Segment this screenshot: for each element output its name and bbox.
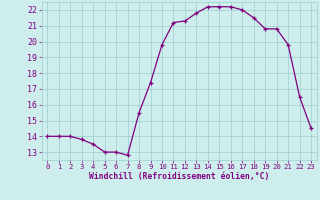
X-axis label: Windchill (Refroidissement éolien,°C): Windchill (Refroidissement éolien,°C) — [89, 172, 269, 181]
